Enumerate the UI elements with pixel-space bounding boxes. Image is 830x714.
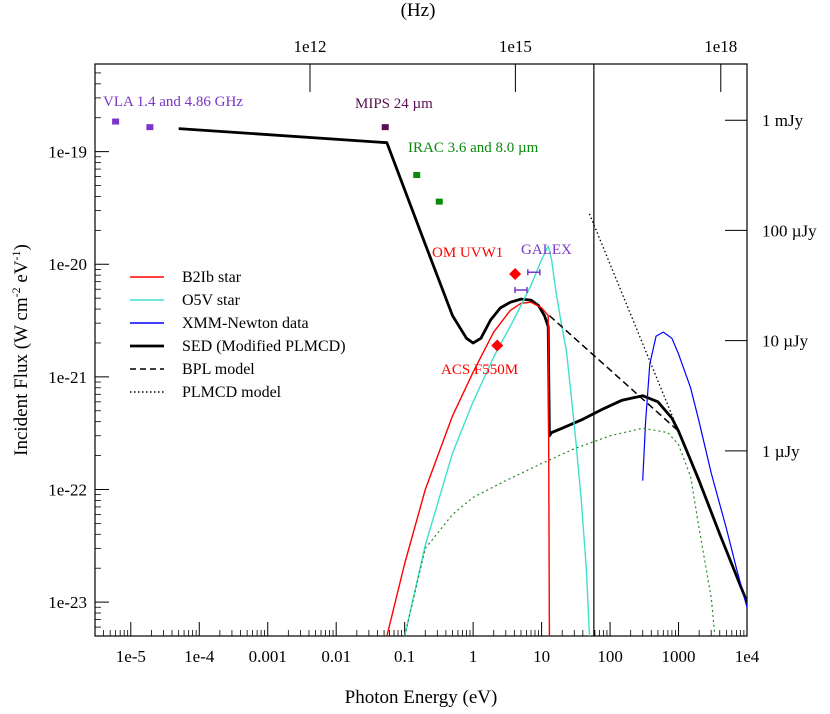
annotation-label: ACS F550M: [441, 362, 518, 378]
legend-label: O5V star: [182, 292, 241, 309]
series-line-b2ib-star: [386, 301, 551, 636]
y-tick-label: 1e-20: [48, 255, 87, 274]
x-tick-label: 100: [597, 647, 623, 666]
data-point-square: [146, 124, 154, 131]
plot-frame: [94, 63, 748, 637]
y-tick-label: 1e-19: [48, 143, 87, 162]
annotation-label: IRAC 3.6 and 8.0 µm: [408, 140, 539, 156]
right-tick-label: 1 mJy: [762, 111, 804, 130]
y-axis-title: Incident Flux (W cm-2 eV-1): [9, 244, 32, 456]
legend-label: B2Ib star: [182, 269, 242, 286]
x-tick-label: 10: [533, 647, 550, 666]
y-axis-title-part: Incident Flux (W cm: [11, 297, 32, 456]
y-axis-title-part: eV: [11, 260, 32, 287]
plot-frame-layer: [94, 63, 748, 637]
x-tick-label: 1e-4: [184, 647, 215, 666]
y-tick-label: 1e-22: [48, 480, 87, 499]
legend-label: PLMCD model: [182, 384, 282, 401]
top-tick-label: 1e12: [293, 37, 326, 56]
top-tick-label: 1e18: [704, 37, 737, 56]
right-tick-label: 10 µJy: [762, 332, 809, 351]
right-tick-label: 1 µJy: [762, 442, 800, 461]
y-axis-title-part: ): [11, 244, 32, 250]
data-point-diamond: [509, 267, 522, 280]
series-line-plmcd-disk: [404, 427, 716, 636]
series-line-xmm-newton-data: [642, 331, 747, 608]
x-axis-title: Photon Energy (eV): [345, 687, 498, 708]
data-point-square: [413, 172, 421, 179]
x-tick-label: 0.001: [249, 647, 287, 666]
annotation-label: OM UVW1: [432, 245, 503, 261]
right-tick-label: 100 µJy: [762, 221, 817, 240]
top-axis-title: (Hz): [401, 0, 436, 21]
x-tick-label: 1e4: [735, 647, 760, 666]
data-point-diamond: [491, 339, 504, 352]
top-tick-label: 1e15: [499, 37, 532, 56]
y-axis-title-part: -1: [9, 250, 23, 260]
y-tick-label: 1e-23: [48, 593, 87, 612]
series-line-plmcd-model: [588, 213, 747, 603]
x-tick-label: 1e-5: [116, 647, 146, 666]
legend-label: BPL model: [182, 361, 255, 378]
annotation-label: GALEX: [521, 242, 572, 258]
x-tick-label: 0.01: [321, 647, 351, 666]
data-point-square: [112, 118, 120, 125]
marker-layer: [112, 118, 541, 352]
x-tick-label: 0.1: [394, 647, 415, 666]
annotation-label: MIPS 24 µm: [355, 96, 433, 112]
x-tick-label: 1000: [662, 647, 696, 666]
series-line-sed-modified-plmcd-: [178, 127, 747, 603]
text-layer: 1e-5 1e-4 0.001 0.01 0.1 1 10 100 1000 1e4 1e-19 1e…: [9, 0, 817, 708]
series-line-bpl-model: [548, 315, 747, 603]
annotation-label: VLA 1.4 and 4.86 GHz: [103, 94, 243, 110]
y-tick-label: 1e-21: [48, 368, 87, 387]
legend-label: SED (Modified PLMCD): [182, 338, 346, 355]
series-layer: [178, 127, 747, 636]
x-tick-label: 1: [469, 647, 478, 666]
data-point-errorbar: [514, 287, 528, 294]
data-point-square: [381, 124, 389, 131]
legend-label: XMM-Newton data: [182, 315, 309, 332]
y-axis-title-part: -2: [9, 287, 23, 297]
series-line-o5v-star: [404, 245, 591, 636]
data-point-square: [435, 198, 443, 205]
data-point-errorbar: [527, 269, 541, 276]
